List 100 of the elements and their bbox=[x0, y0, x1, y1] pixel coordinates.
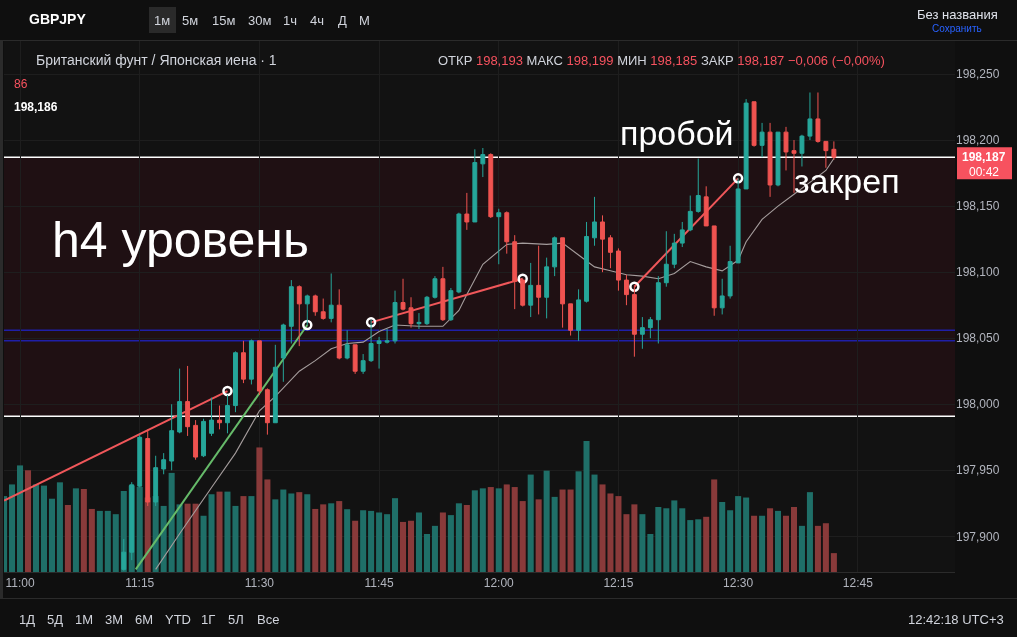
candlestick bbox=[759, 122, 765, 158]
bar bbox=[623, 514, 630, 572]
text: 5Л bbox=[228, 612, 244, 627]
bar bbox=[639, 514, 646, 572]
candlestick bbox=[568, 303, 574, 337]
candlestick bbox=[727, 245, 733, 300]
text: М bbox=[359, 13, 370, 28]
text: Британский фунт / Японская иена · 1 bbox=[36, 51, 277, 68]
bar bbox=[423, 533, 430, 572]
candlestick bbox=[679, 221, 685, 248]
bar bbox=[384, 514, 391, 572]
y-tick-label: 198,200 bbox=[956, 133, 1000, 148]
y-tick-label: 198,100 bbox=[956, 265, 1000, 280]
candlestick bbox=[552, 235, 558, 277]
candlestick bbox=[161, 452, 167, 475]
bar bbox=[17, 465, 24, 572]
point bbox=[365, 317, 377, 328]
bar bbox=[88, 508, 95, 572]
bar bbox=[136, 486, 143, 572]
y-tick-label: 197,950 bbox=[956, 463, 1000, 478]
bar bbox=[519, 501, 526, 572]
text: 198,187 bbox=[962, 150, 1006, 164]
bar bbox=[368, 510, 375, 572]
bar bbox=[647, 533, 654, 572]
bar bbox=[232, 505, 239, 572]
candlestick bbox=[368, 319, 374, 363]
annotation: 86 bbox=[14, 77, 28, 91]
bar bbox=[447, 515, 454, 572]
candlestick bbox=[663, 230, 669, 288]
candlestick bbox=[201, 418, 206, 458]
candlestick bbox=[743, 98, 749, 190]
candlestick bbox=[647, 316, 653, 339]
candlestick bbox=[584, 221, 589, 304]
bar bbox=[567, 489, 574, 572]
bar bbox=[431, 525, 438, 572]
bar bbox=[615, 496, 622, 572]
bar bbox=[798, 525, 805, 572]
candlestick bbox=[608, 234, 613, 269]
candlestick bbox=[264, 387, 270, 436]
bar bbox=[703, 516, 710, 572]
candlestick bbox=[217, 405, 222, 430]
candlestick bbox=[392, 290, 398, 344]
bar bbox=[48, 498, 55, 572]
candlestick bbox=[233, 350, 238, 413]
candlestick bbox=[488, 152, 494, 219]
bar bbox=[168, 472, 175, 572]
y-tick-label: 198,250 bbox=[956, 67, 1000, 82]
y-tick-label: 197,900 bbox=[956, 529, 1000, 544]
candlestick bbox=[719, 278, 725, 315]
candlestick bbox=[416, 312, 422, 330]
bar bbox=[495, 488, 502, 572]
bar bbox=[32, 484, 39, 572]
candlestick bbox=[544, 257, 550, 319]
candlestick bbox=[376, 336, 382, 370]
bar bbox=[679, 508, 686, 572]
candlestick bbox=[504, 210, 510, 255]
text: 1М bbox=[75, 612, 94, 627]
annotation: закреп bbox=[794, 162, 900, 200]
text: GBPJPY bbox=[29, 11, 87, 27]
candlestick bbox=[336, 288, 342, 360]
bar bbox=[719, 501, 726, 572]
bar bbox=[320, 504, 327, 572]
candlestick bbox=[464, 192, 470, 231]
bar bbox=[280, 489, 287, 572]
candlestick bbox=[169, 403, 175, 471]
candlestick bbox=[304, 294, 310, 326]
bar bbox=[40, 485, 47, 572]
bar bbox=[80, 489, 87, 572]
candlestick bbox=[695, 158, 701, 214]
bar bbox=[176, 504, 183, 572]
text: 3М bbox=[105, 612, 124, 627]
candlestick bbox=[655, 275, 661, 344]
bar bbox=[822, 523, 829, 572]
text: 6М bbox=[135, 612, 154, 627]
bar bbox=[192, 503, 199, 572]
text: 1Г bbox=[201, 612, 216, 627]
bar bbox=[463, 505, 470, 572]
text: Все bbox=[257, 612, 280, 627]
bar bbox=[56, 482, 63, 572]
bar bbox=[336, 501, 343, 572]
candlestick bbox=[687, 195, 693, 232]
candlestick bbox=[248, 339, 254, 385]
candlestick bbox=[528, 262, 534, 318]
text: 1Д bbox=[19, 612, 36, 627]
text: Без названия bbox=[917, 7, 998, 22]
bar bbox=[400, 521, 407, 572]
bar bbox=[104, 510, 111, 572]
bar bbox=[487, 487, 494, 572]
bar bbox=[759, 515, 766, 572]
bar bbox=[687, 520, 694, 572]
candlestick bbox=[480, 147, 486, 178]
bar bbox=[415, 512, 422, 572]
bar bbox=[240, 496, 247, 572]
bar bbox=[751, 515, 758, 572]
text: 15м bbox=[212, 13, 236, 28]
bar bbox=[790, 506, 798, 572]
point bbox=[629, 281, 640, 292]
bar bbox=[782, 515, 790, 572]
text: 5Д bbox=[47, 612, 64, 627]
text: 1м bbox=[154, 13, 171, 28]
